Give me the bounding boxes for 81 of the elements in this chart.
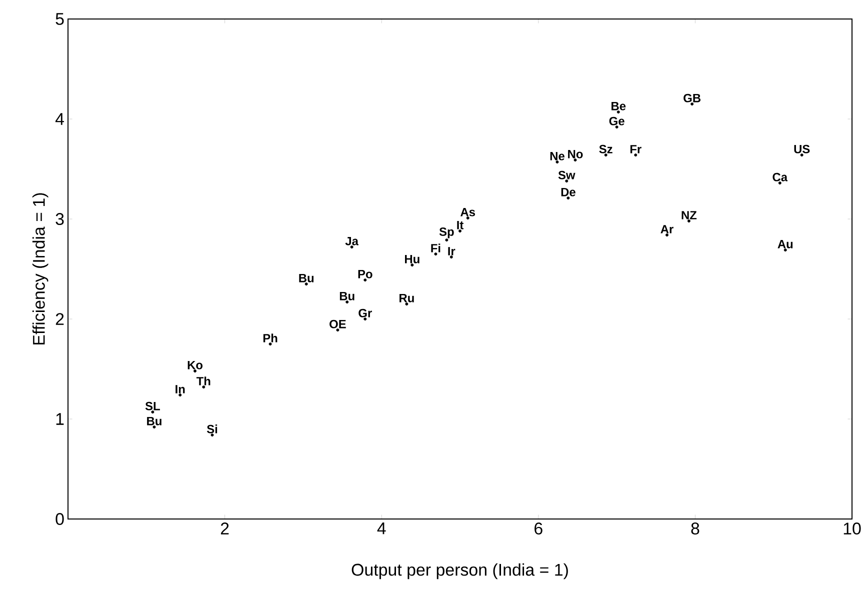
data-label: Ca	[772, 172, 788, 182]
data-label: NZ	[682, 211, 697, 220]
point	[268, 342, 272, 346]
data-label: Bu	[147, 416, 162, 426]
point	[152, 426, 156, 428]
data-label: Bu	[340, 292, 354, 300]
point	[458, 230, 462, 232]
point	[784, 248, 787, 252]
data-label: Ko	[188, 360, 202, 370]
point	[604, 154, 608, 156]
y-tick-label: 1	[56, 413, 64, 425]
data-label: Sp	[439, 227, 454, 238]
point	[364, 278, 367, 282]
data-label: Hu	[405, 254, 420, 264]
data-label: Sz	[599, 144, 612, 154]
data-label: Be	[612, 102, 626, 110]
y-tick-label: 3	[56, 213, 64, 225]
data-label: Ja	[345, 236, 359, 246]
data-label: GB	[684, 94, 700, 102]
point	[405, 302, 408, 306]
data-label: Fr	[630, 145, 642, 154]
data-label: Po	[358, 270, 372, 278]
point	[202, 386, 206, 388]
y-tick-label: 5	[56, 13, 64, 25]
x-tick-label: 10	[844, 522, 861, 535]
point	[800, 154, 804, 156]
x-tick-label: 8	[691, 522, 700, 535]
point	[434, 252, 438, 256]
x-tick-label: 4	[377, 522, 386, 534]
data-label: Sw	[558, 170, 576, 180]
data-label: US	[794, 144, 810, 154]
point	[556, 160, 559, 164]
point	[665, 234, 668, 236]
data-label: Si	[206, 424, 218, 434]
point	[566, 196, 570, 200]
point	[687, 220, 690, 222]
data-label: As	[460, 208, 475, 216]
point	[690, 102, 694, 106]
data-label: Bu	[299, 274, 314, 282]
data-label: Fi	[431, 244, 440, 252]
point	[350, 246, 354, 248]
point	[574, 158, 577, 162]
data-label: Ir	[448, 247, 456, 256]
data-label: De	[561, 188, 576, 196]
point	[565, 180, 568, 182]
data-label: Ne	[550, 152, 564, 160]
y-tick-label: 2	[56, 313, 64, 325]
x-tick-label: 2	[220, 522, 229, 534]
data-label: Th	[196, 376, 210, 386]
y-axis-title: Efficiency (India = 1)	[32, 193, 48, 344]
point	[450, 256, 453, 258]
data-label: Ar	[660, 225, 674, 234]
data-label: No	[568, 150, 583, 158]
point	[615, 126, 618, 128]
data-label: Ru	[400, 294, 414, 302]
data-label: Gr	[358, 308, 372, 318]
data-label: In	[176, 385, 185, 394]
point	[304, 282, 308, 286]
point	[445, 238, 448, 242]
point	[336, 328, 340, 332]
data-label: Ph	[263, 334, 278, 342]
data-label: Ge	[609, 116, 624, 126]
point	[466, 216, 470, 220]
data-label: It	[457, 220, 464, 230]
point	[634, 154, 638, 156]
point	[151, 410, 154, 414]
data-label: OE	[330, 320, 346, 328]
point	[778, 182, 782, 184]
point	[194, 370, 197, 372]
point	[210, 434, 214, 436]
point	[178, 394, 182, 396]
data-label: SL	[145, 402, 160, 410]
point	[410, 264, 414, 266]
x-axis-title: Output per person (India = 1)	[352, 563, 568, 580]
y-tick-label: 4	[55, 113, 64, 125]
point	[616, 110, 620, 114]
data-label: Au	[778, 240, 793, 248]
point	[364, 318, 367, 320]
point	[346, 300, 349, 304]
x-tick-label: 6	[534, 522, 542, 535]
y-tick-label: 0	[56, 513, 64, 525]
